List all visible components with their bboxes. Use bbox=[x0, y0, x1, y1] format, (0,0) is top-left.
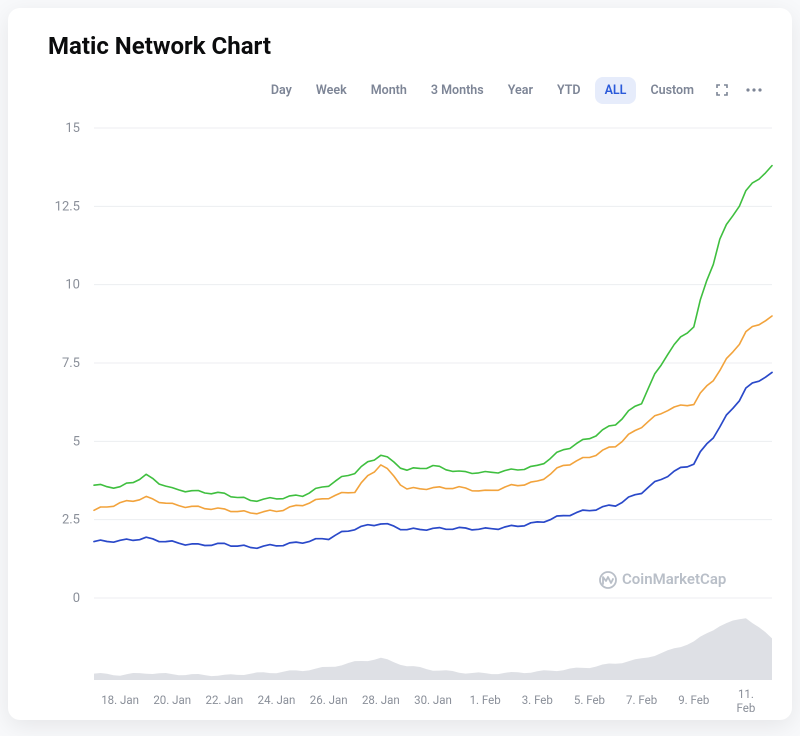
watermark: CoinMarketCap bbox=[600, 570, 726, 588]
svg-text:Feb: Feb bbox=[737, 701, 756, 715]
svg-text:24. Jan: 24. Jan bbox=[258, 693, 296, 707]
series-blue bbox=[94, 372, 772, 548]
svg-text:12.5: 12.5 bbox=[55, 199, 80, 214]
svg-text:18. Jan: 18. Jan bbox=[101, 693, 139, 707]
range-day[interactable]: Day bbox=[261, 77, 302, 104]
svg-text:5. Feb: 5. Feb bbox=[574, 693, 605, 707]
watermark-text: CoinMarketCap bbox=[622, 570, 726, 588]
svg-text:7.5: 7.5 bbox=[62, 356, 80, 371]
range-custom[interactable]: Custom bbox=[640, 77, 704, 104]
svg-text:7. Feb: 7. Feb bbox=[626, 693, 657, 707]
range-year[interactable]: Year bbox=[498, 77, 543, 104]
svg-text:5: 5 bbox=[73, 434, 80, 449]
svg-text:2.5: 2.5 bbox=[62, 513, 80, 528]
svg-text:26. Jan: 26. Jan bbox=[310, 693, 348, 707]
chart-controls: DayWeekMonth3 MonthsYearYTDALLCustom bbox=[24, 72, 776, 108]
svg-text:28. Jan: 28. Jan bbox=[362, 693, 400, 707]
series-orange bbox=[94, 316, 772, 514]
svg-text:30. Jan: 30. Jan bbox=[414, 693, 452, 707]
range-ytd[interactable]: YTD bbox=[547, 77, 591, 104]
svg-text:15: 15 bbox=[65, 121, 80, 136]
svg-text:3. Feb: 3. Feb bbox=[522, 693, 553, 707]
chart-area[interactable]: 0 2.5 5 7.5 10 12.5 15 CoinMarketCap 18. Jan 20. … bbox=[24, 108, 776, 718]
svg-text:9. Feb: 9. Feb bbox=[678, 693, 709, 707]
range-month[interactable]: Month bbox=[361, 77, 417, 104]
more-icon[interactable] bbox=[740, 76, 768, 104]
svg-text:20. Jan: 20. Jan bbox=[153, 693, 191, 707]
svg-text:0: 0 bbox=[73, 591, 80, 606]
fullscreen-icon[interactable] bbox=[708, 76, 736, 104]
series-green bbox=[94, 166, 772, 502]
svg-text:11.: 11. bbox=[738, 687, 754, 701]
svg-text:22. Jan: 22. Jan bbox=[206, 693, 244, 707]
svg-text:10: 10 bbox=[65, 278, 80, 293]
chart-title: Matic Network Chart bbox=[24, 32, 776, 72]
range-week[interactable]: Week bbox=[306, 77, 357, 104]
range-3-months[interactable]: 3 Months bbox=[421, 77, 494, 104]
svg-text:1. Feb: 1. Feb bbox=[470, 693, 501, 707]
volume-area bbox=[94, 618, 772, 680]
range-all[interactable]: ALL bbox=[595, 77, 637, 104]
chart-card: Matic Network Chart DayWeekMonth3 Months… bbox=[8, 8, 792, 720]
